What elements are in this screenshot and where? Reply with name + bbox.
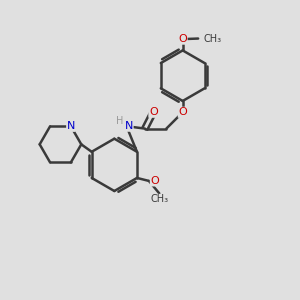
Text: O: O xyxy=(178,34,187,44)
Text: CH₃: CH₃ xyxy=(203,34,222,44)
Text: O: O xyxy=(149,107,158,117)
Text: O: O xyxy=(150,176,159,186)
Text: CH₃: CH₃ xyxy=(150,194,168,204)
Text: N: N xyxy=(125,121,133,131)
Text: H: H xyxy=(116,116,124,126)
Text: N: N xyxy=(67,121,75,131)
Text: O: O xyxy=(178,107,187,117)
